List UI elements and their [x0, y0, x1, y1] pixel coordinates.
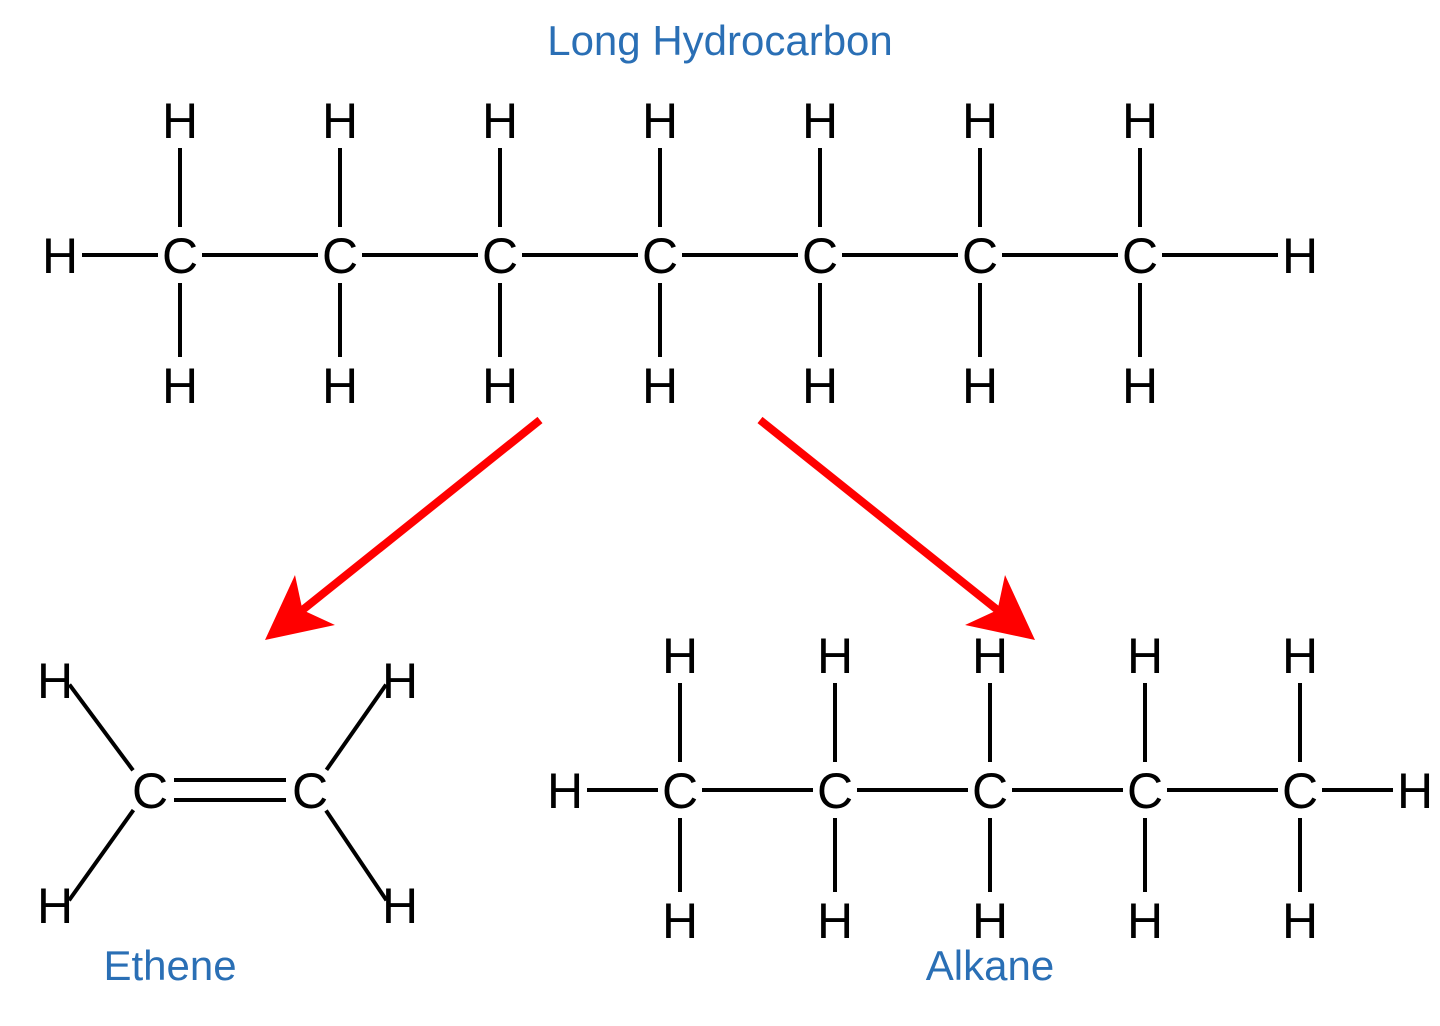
atom-c: C — [962, 228, 998, 284]
atom-h: H — [1282, 628, 1318, 684]
reaction-arrow — [290, 420, 540, 620]
atom-h: H — [547, 763, 583, 819]
ethene-label: Ethene — [103, 942, 236, 989]
atom-h: H — [662, 628, 698, 684]
atom-h: H — [817, 628, 853, 684]
bond-ch — [326, 810, 386, 900]
atom-h: H — [162, 93, 198, 149]
atom-h: H — [972, 628, 1008, 684]
atom-c: C — [802, 228, 838, 284]
alkane-structure: H H H H H C C C C C H H H H H H H — [547, 628, 1433, 949]
ethene-structure: CCHHHH — [37, 653, 418, 934]
top-hydrocarbon-chain: H H H H H H H C C C C C C C H H H H H H H H H — [42, 93, 1318, 414]
atom-h: H — [802, 358, 838, 414]
atom-c: C — [322, 228, 358, 284]
atom-h: H — [382, 653, 418, 709]
atom-c: C — [482, 228, 518, 284]
atom-c: C — [642, 228, 678, 284]
atom-c: C — [817, 763, 853, 819]
bond-ch — [326, 685, 386, 770]
atom-h: H — [482, 358, 518, 414]
atom-c: C — [132, 763, 168, 819]
atom-h: H — [802, 93, 838, 149]
atom-c: C — [162, 228, 198, 284]
atom-h: H — [642, 93, 678, 149]
atom-c: C — [1282, 763, 1318, 819]
title-long-hydrocarbon: Long Hydrocarbon — [547, 17, 893, 64]
atom-h: H — [162, 358, 198, 414]
atom-h: H — [1127, 893, 1163, 949]
atom-c: C — [292, 763, 328, 819]
bond-ch — [69, 810, 133, 900]
atom-h: H — [962, 93, 998, 149]
atom-h: H — [1397, 763, 1433, 819]
atom-h: H — [817, 893, 853, 949]
atom-h: H — [972, 893, 1008, 949]
bond-ch — [69, 685, 133, 771]
diagram-canvas: Long Hydrocarbon HHHHHHHCCCCCCCHHHHHHHHH… — [0, 0, 1440, 1026]
atom-h: H — [1282, 893, 1318, 949]
atom-h: H — [37, 653, 73, 709]
atom-c: C — [662, 763, 698, 819]
alkane-label: Alkane — [926, 942, 1054, 989]
atom-h: H — [322, 358, 358, 414]
atom-h: H — [382, 878, 418, 934]
atom-h: H — [42, 228, 78, 284]
atom-h: H — [322, 93, 358, 149]
reaction-arrow — [760, 420, 1010, 620]
atom-h: H — [962, 358, 998, 414]
reaction-arrows — [290, 420, 1010, 620]
atom-h: H — [662, 893, 698, 949]
atom-h: H — [482, 93, 518, 149]
atom-h: H — [1127, 628, 1163, 684]
atom-c: C — [1127, 763, 1163, 819]
atom-c: C — [972, 763, 1008, 819]
atom-c: C — [1122, 228, 1158, 284]
atom-h: H — [1122, 93, 1158, 149]
atom-h: H — [1282, 228, 1318, 284]
atom-h: H — [642, 358, 678, 414]
atom-h: H — [1122, 358, 1158, 414]
atom-h: H — [37, 878, 73, 934]
